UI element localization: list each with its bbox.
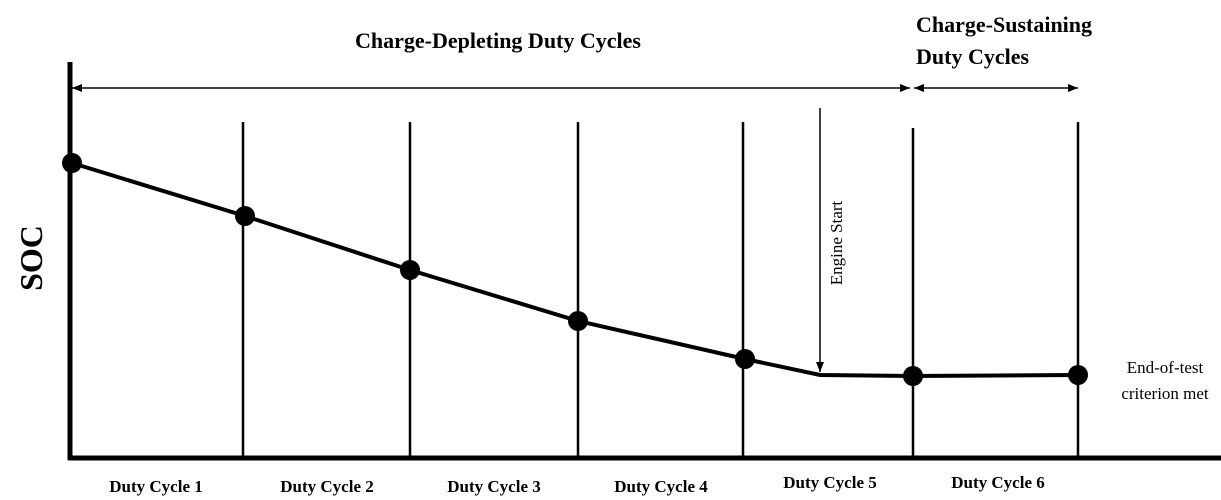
charge-depleting-label: Charge-Depleting Duty Cycles <box>355 28 641 53</box>
duty-cycle-label: Duty Cycle 6 <box>951 473 1044 492</box>
end-of-test-label: criterion met <box>1121 384 1209 403</box>
duty-cycle-label: Duty Cycle 1 <box>109 477 202 496</box>
soc-points <box>62 153 1088 386</box>
end-of-test-label: End-of-test <box>1127 358 1204 377</box>
charge-sustaining-label: Charge-Sustaining <box>916 12 1092 37</box>
duty-cycle-label: Duty Cycle 4 <box>614 477 708 496</box>
engine-start-label: Engine Start <box>827 200 846 285</box>
soc-line <box>71 161 1079 379</box>
charge-sustaining-label: Duty Cycles <box>916 44 1029 69</box>
axis-label: SOC <box>13 225 49 291</box>
duty-cycle-label: Duty Cycle 3 <box>447 477 540 496</box>
cycle-dividers <box>241 122 1080 458</box>
duty-cycle-label: Duty Cycle 2 <box>280 477 373 496</box>
duty-cycle-label: Duty Cycle 5 <box>783 473 876 492</box>
